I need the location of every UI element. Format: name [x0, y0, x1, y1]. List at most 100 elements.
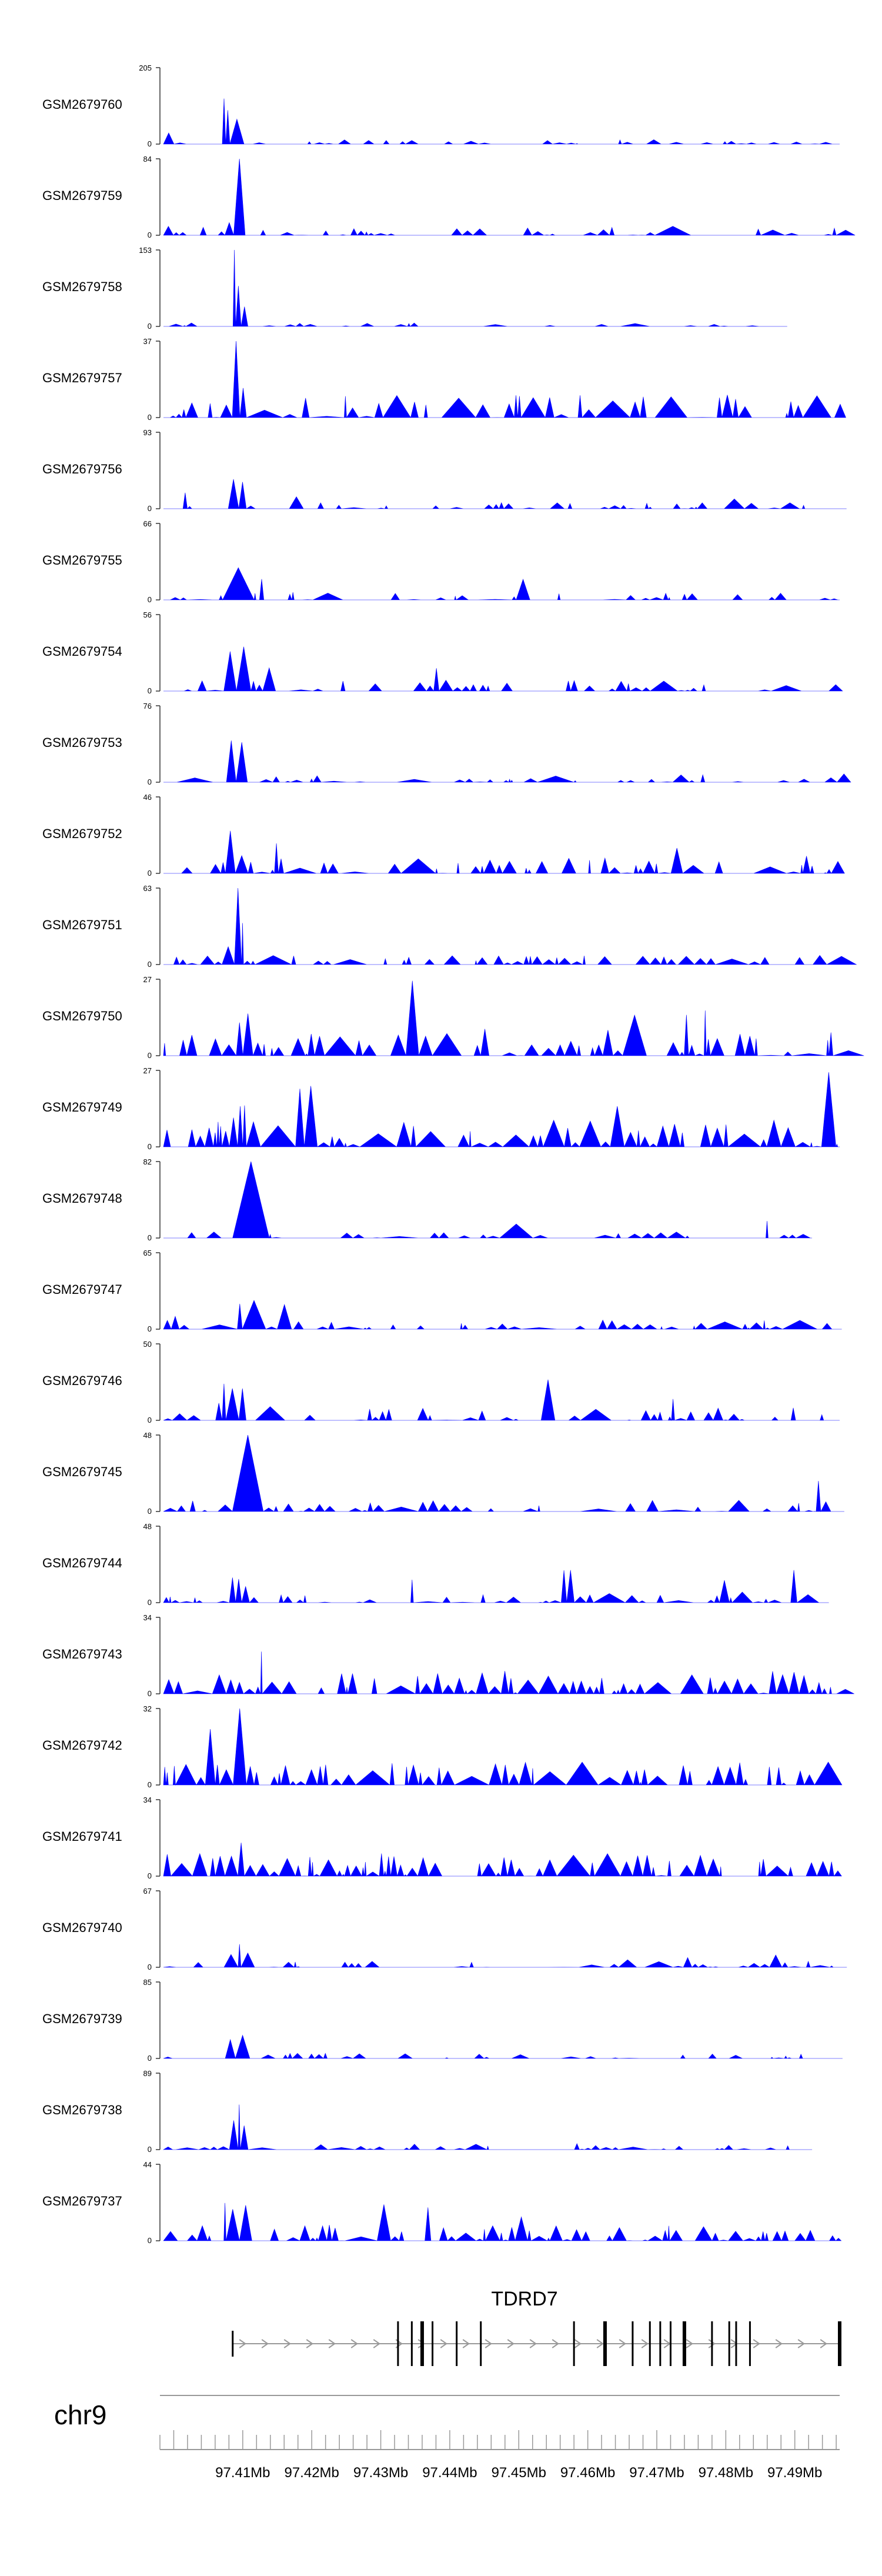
y-max-label: 66	[143, 519, 152, 528]
sample-label: GSM2679758	[42, 279, 122, 294]
sample-label: GSM2679755	[42, 553, 122, 568]
coverage-area	[163, 1708, 843, 1786]
coverage-area	[163, 98, 840, 145]
sample-label: GSM2679738	[42, 2103, 122, 2117]
coverage-track: GSM2679743 34 0	[42, 1613, 854, 1698]
strand-arrow	[596, 2339, 604, 2348]
coverage-track: GSM2679739 85 0	[42, 1978, 843, 2063]
y-max-label: 46	[143, 793, 152, 802]
y-min-label: 0	[148, 595, 152, 604]
coverage-track: GSM2679751 63 0	[42, 884, 857, 969]
y-min-label: 0	[148, 960, 152, 969]
y-min-label: 0	[148, 1051, 152, 1060]
y-max-label: 93	[143, 428, 152, 437]
coverage-track: GSM2679737 44 0	[42, 2160, 842, 2245]
coverage-track: GSM2679745 48 0	[42, 1431, 844, 1516]
strand-arrow	[440, 2339, 447, 2348]
coverage-area	[163, 1300, 842, 1330]
strand-arrow	[552, 2339, 559, 2348]
sample-label: GSM2679746	[42, 1373, 122, 1388]
gene-exon	[649, 2321, 651, 2366]
y-max-label: 37	[143, 337, 152, 346]
gene-exon	[480, 2321, 482, 2366]
sample-label: GSM2679753	[42, 735, 122, 750]
coverage-track: GSM2679753 76 0	[42, 702, 851, 786]
y-max-label: 27	[143, 1066, 152, 1075]
y-max-label: 82	[143, 1157, 152, 1166]
strand-arrow	[350, 2339, 358, 2348]
sample-label: GSM2679749	[42, 1100, 122, 1115]
sample-label: GSM2679760	[42, 97, 122, 112]
axis-tick-label: 97.46Mb	[560, 2465, 615, 2481]
y-max-label: 205	[139, 64, 152, 72]
y-max-label: 27	[143, 975, 152, 984]
sample-label: GSM2679745	[42, 1464, 122, 1479]
y-min-label: 0	[148, 778, 152, 786]
gene-exon	[728, 2321, 730, 2366]
strand-arrow	[283, 2339, 291, 2348]
y-max-label: 44	[143, 2160, 152, 2169]
strand-arrow	[417, 2339, 425, 2348]
strand-arrow	[529, 2339, 537, 2348]
gene-exon	[838, 2321, 841, 2366]
y-min-label: 0	[148, 231, 152, 239]
y-max-label: 34	[143, 1796, 152, 1804]
coverage-track: GSM2679756 93 0	[42, 428, 847, 513]
coverage-track: GSM2679758 153 0	[42, 246, 787, 331]
strand-arrow	[797, 2339, 805, 2348]
strand-arrow	[507, 2339, 514, 2348]
y-max-label: 153	[139, 246, 152, 255]
sample-label: GSM2679754	[42, 644, 122, 659]
coverage-track: GSM2679752 46 0	[42, 793, 845, 877]
y-max-label: 34	[143, 1613, 152, 1622]
sample-label: GSM2679756	[42, 462, 122, 476]
gene-name-label: TDRD7	[491, 2288, 557, 2310]
sample-label: GSM2679740	[42, 1920, 122, 1935]
coverage-track: GSM2679759 84 0	[42, 155, 856, 239]
y-max-label: 56	[143, 610, 152, 619]
y-min-label: 0	[148, 1507, 152, 1516]
y-max-label: 48	[143, 1431, 152, 1440]
axis-tick-label: 97.42Mb	[284, 2465, 339, 2481]
coverage-track: GSM2679742 32 0	[42, 1704, 843, 1789]
gene-exon	[420, 2321, 424, 2366]
y-max-label: 67	[143, 1887, 152, 1896]
gene-exon	[603, 2321, 607, 2366]
sample-label: GSM2679751	[42, 917, 122, 932]
y-max-label: 63	[143, 884, 152, 893]
sample-label: GSM2679750	[42, 1009, 122, 1023]
genome-axis: chr9 97.41Mb 97.42Mb 97.43Mb 97.44Mb 97.45Mb…	[54, 2395, 840, 2481]
strand-arrow	[261, 2339, 269, 2348]
strand-arrow	[574, 2339, 582, 2348]
coverage-area	[163, 1651, 854, 1695]
coverage-track: GSM2679749 27 0	[42, 1066, 840, 1151]
axis-tick-label: 97.48Mb	[699, 2465, 753, 2481]
y-min-label: 0	[148, 869, 152, 877]
coverage-track: GSM2679744 48 0	[42, 1522, 829, 1607]
y-min-label: 0	[148, 1233, 152, 1242]
coverage-track: GSM2679755 66 0	[42, 519, 840, 604]
y-min-label: 0	[148, 139, 152, 148]
y-max-label: 48	[143, 1522, 152, 1531]
y-max-label: 89	[143, 2069, 152, 2078]
y-min-label: 0	[148, 2145, 152, 2154]
coverage-area	[163, 1434, 844, 1513]
y-max-label: 85	[143, 1978, 152, 1987]
y-max-label: 50	[143, 1340, 152, 1349]
coverage-track: GSM2679746 50 0	[42, 1340, 840, 1424]
gene-exon	[659, 2321, 662, 2366]
coverage-area	[163, 249, 787, 327]
coverage-tracks: GSM2679760 205 0 GSM2679759 84 0 GSM2679758 153…	[42, 64, 864, 2245]
coverage-area	[163, 1379, 840, 1422]
y-min-label: 0	[148, 1871, 152, 1880]
coverage-track: GSM2679750 27 0	[42, 975, 864, 1060]
coverage-area	[162, 2104, 813, 2150]
gene-exon	[669, 2321, 671, 2366]
sample-label: GSM2679737	[42, 2194, 122, 2208]
sample-label: GSM2679744	[42, 1556, 122, 1570]
coverage-area	[163, 1570, 829, 1604]
coverage-track: GSM2679738 89 0	[42, 2069, 813, 2154]
sample-label: GSM2679743	[42, 1647, 122, 1661]
y-min-label: 0	[148, 1598, 152, 1607]
y-min-label: 0	[148, 322, 152, 331]
